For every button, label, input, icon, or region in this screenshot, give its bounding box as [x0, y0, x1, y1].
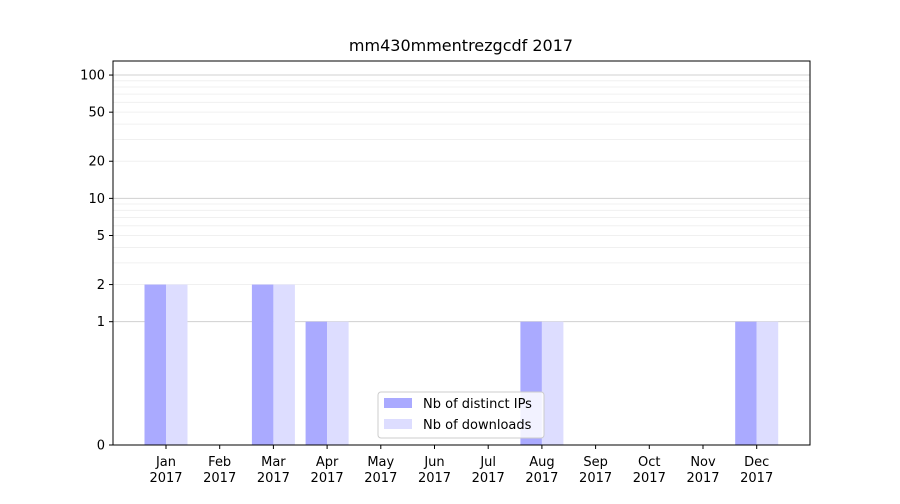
- bar-distinct-ips: [251, 284, 274, 445]
- x-tick-label-year: 2017: [364, 471, 397, 486]
- plot-frame: [112, 60, 811, 446]
- y-axis: 0 1 2 5 10 20 50 100: [80, 69, 113, 454]
- bar-downloads: [756, 321, 779, 445]
- bar-downloads: [273, 284, 295, 445]
- x-tick-label-month: May: [367, 455, 394, 470]
- legend-swatch: [384, 398, 412, 408]
- x-tick-label-month: Dec: [744, 455, 769, 470]
- x-tick-label-month: Mar: [261, 455, 286, 470]
- x-tick-label-year: 2017: [579, 471, 612, 486]
- bar-distinct-ips: [735, 321, 757, 445]
- x-tick-label-month: Jan: [155, 455, 176, 470]
- legend-box: [377, 391, 545, 439]
- bar-distinct-ips: [305, 321, 328, 445]
- y-tick-label: 5: [97, 229, 105, 244]
- x-tick-label-year: 2017: [311, 471, 344, 486]
- legend-label: Nb of downloads: [423, 418, 532, 433]
- grid-lines: [113, 74, 810, 323]
- legend: Nb of distinct IPs Nb of downloads: [377, 391, 545, 439]
- x-tick-label-year: 2017: [525, 471, 558, 486]
- legend-label: Nb of distinct IPs: [423, 397, 532, 412]
- y-tick-label: 1: [97, 315, 105, 330]
- legend-swatch: [384, 419, 412, 429]
- bar-distinct-ips: [144, 284, 166, 445]
- y-tick-label: 0: [97, 439, 105, 454]
- bar-downloads: [327, 321, 349, 445]
- x-tick-label-month: Feb: [208, 455, 231, 470]
- x-tick-label-month: Sep: [583, 455, 608, 470]
- x-tick-label-year: 2017: [472, 471, 505, 486]
- bar-downloads: [541, 321, 564, 445]
- x-tick-label-month: Aug: [529, 455, 554, 470]
- x-tick-label-year: 2017: [257, 471, 290, 486]
- x-axis: Jan2017Feb2017Mar2017Apr2017May2017Jun20…: [149, 445, 773, 486]
- chart-title: mm430mmentrezgcdf 2017: [349, 36, 573, 55]
- y-tick-label: 50: [88, 106, 105, 121]
- x-tick-label-year: 2017: [686, 471, 719, 486]
- x-tick-label-year: 2017: [418, 471, 451, 486]
- x-tick-label-month: Apr: [316, 455, 339, 470]
- bars: [144, 284, 779, 445]
- x-tick-label-month: Jul: [479, 455, 496, 470]
- x-tick-label-year: 2017: [740, 471, 773, 486]
- y-tick-label: 2: [97, 278, 105, 293]
- x-tick-label-month: Nov: [690, 455, 716, 470]
- x-tick-label-year: 2017: [149, 471, 182, 486]
- x-tick-label-year: 2017: [203, 471, 236, 486]
- x-tick-label-year: 2017: [633, 471, 666, 486]
- y-tick-label: 20: [88, 155, 105, 170]
- y-tick-label: 10: [88, 192, 105, 207]
- bar-downloads: [166, 284, 188, 445]
- x-tick-label-month: Jun: [423, 455, 444, 470]
- x-tick-label-month: Oct: [638, 455, 660, 470]
- y-tick-label: 100: [80, 69, 105, 84]
